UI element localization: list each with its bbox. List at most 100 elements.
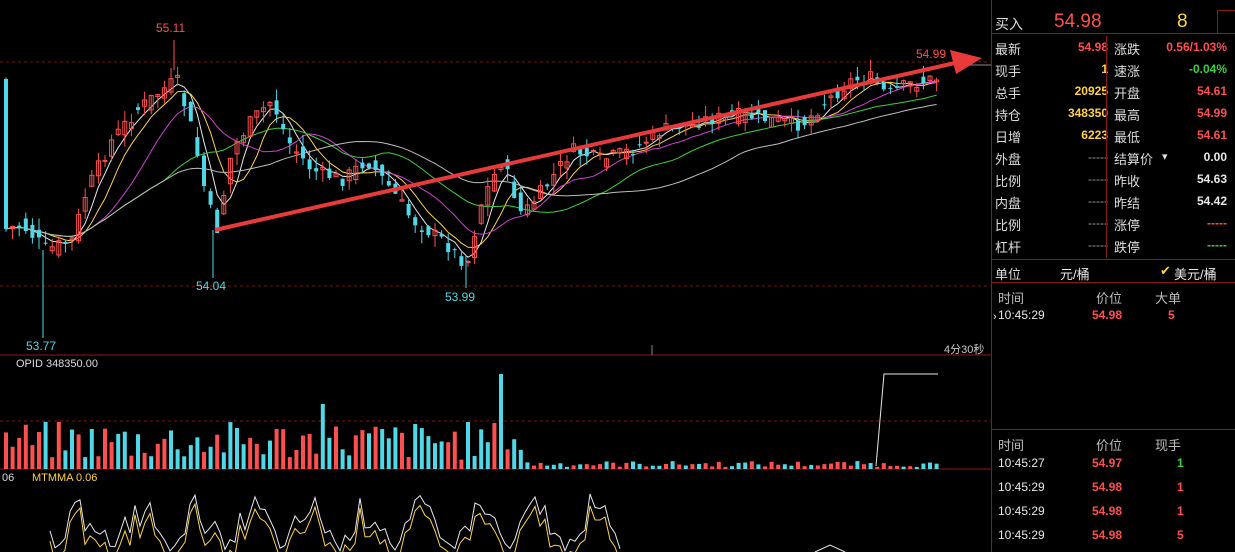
candle-body <box>293 151 299 154</box>
quote-row: 比例 ----- 昨收 54.63 <box>992 168 1235 190</box>
volume-bar <box>809 464 814 469</box>
quote-right-value: 54.63 <box>1196 172 1227 186</box>
row-price: 54.98 <box>1092 308 1123 322</box>
unit-label: 单位 <box>995 267 1022 282</box>
tick-row[interactable]: 10:45:29 54.98 1 <box>992 500 1235 524</box>
quote-left-value: 54.98 <box>1077 40 1108 54</box>
volume-bar <box>254 443 259 469</box>
quote-right-label: 速涨 <box>1114 64 1141 79</box>
volume-bar <box>83 457 88 469</box>
volume-bar <box>697 463 701 469</box>
tick-vol-header: 现手 <box>1155 438 1182 453</box>
quote-row: 杠杆 ----- 跌停 ----- <box>992 234 1235 256</box>
candle-body <box>49 246 55 252</box>
candle-body <box>478 204 484 224</box>
volume-bar <box>103 428 107 469</box>
quote-right-value: 54.61 <box>1196 84 1227 98</box>
volume-bar <box>10 446 15 469</box>
volume-bar <box>334 426 338 469</box>
volume-bar <box>716 462 721 469</box>
candle-body <box>247 116 253 137</box>
candle-body <box>465 260 471 263</box>
volume-bar <box>228 422 233 469</box>
volume-bar <box>149 456 154 469</box>
candlestick-chart-canvas[interactable] <box>0 0 991 552</box>
low-price-label-1: 54.04 <box>196 279 227 293</box>
volume-bar <box>776 464 781 469</box>
candle-body <box>380 164 385 176</box>
candle-body <box>545 184 550 187</box>
volume-bar <box>598 464 602 469</box>
volume-bar <box>327 437 332 469</box>
quote-left-label: 总手 <box>995 86 1022 101</box>
volume-bar <box>43 421 48 469</box>
quote-right-label: 开盘 <box>1114 86 1141 101</box>
quote-right-value: ----- <box>1207 216 1227 230</box>
volume-bar <box>690 464 695 469</box>
volume-bar <box>155 443 160 469</box>
buy-volume: 8 <box>1177 11 1188 32</box>
quote-row: 比例 ----- 涨停 ----- <box>992 212 1235 234</box>
row-volume: 1 <box>1177 504 1184 518</box>
volume-bar <box>419 428 424 469</box>
quote-right-label[interactable]: 结算价 <box>1114 152 1154 167</box>
volume-bar <box>479 429 484 469</box>
candle-body <box>115 128 121 135</box>
candle-body <box>142 99 148 107</box>
quote-left-label: 内盘 <box>995 196 1022 211</box>
candle-body <box>413 217 418 226</box>
candle-body <box>399 199 405 202</box>
volume-bar <box>89 429 94 469</box>
volume-bar <box>413 424 418 469</box>
big-order-vol-header: 大单 <box>1155 291 1182 306</box>
candle-body <box>386 181 391 186</box>
volume-bar <box>459 459 464 469</box>
unit-option-cny[interactable]: 元/桶 <box>1060 267 1090 282</box>
candle-body <box>485 186 491 206</box>
big-order-row[interactable]: 10:45:29 54.98 5 <box>992 304 1235 328</box>
candle-body <box>796 120 800 131</box>
candle-body <box>888 87 893 89</box>
volume-bar <box>122 431 127 469</box>
trend-arrow-line <box>214 61 956 232</box>
quote-left-label: 杠杆 <box>995 240 1022 255</box>
volume-bar <box>426 436 431 469</box>
opid-indicator-label[interactable]: OPID 348350.00 <box>16 358 98 370</box>
candle-body <box>822 104 827 106</box>
candle-body <box>802 116 807 126</box>
volume-bar <box>551 464 556 469</box>
volume-bar <box>320 404 325 469</box>
candle-body <box>426 226 431 236</box>
mtmma-indicator-label[interactable]: MTMMA 0.06 <box>32 472 98 484</box>
candle-body <box>637 144 642 146</box>
quote-right-value: 54.99 <box>1196 106 1227 120</box>
candle-body <box>102 159 108 162</box>
quote-right-label: 最低 <box>1114 130 1141 145</box>
candle-body <box>881 81 886 90</box>
row-time: 10:45:29 <box>998 480 1045 494</box>
unit-option-usd[interactable]: 美元/桶 <box>1174 267 1217 282</box>
volume-bar <box>789 465 794 469</box>
volume-bar <box>538 462 543 469</box>
volume-bar <box>703 463 708 469</box>
volume-bar <box>433 443 437 469</box>
candle-body <box>202 155 206 186</box>
buy-label: 买入 <box>995 16 1023 32</box>
candle-body <box>148 94 154 111</box>
low-price-label-2: 53.99 <box>445 290 476 304</box>
candle-body <box>763 110 767 121</box>
tick-row[interactable]: 10:45:29 54.98 1 <box>992 476 1235 500</box>
quote-right-value: 54.42 <box>1196 194 1227 208</box>
candle-body <box>56 240 62 256</box>
candle-body <box>241 135 247 143</box>
quote-right-value: ----- <box>1207 238 1227 252</box>
candle-body <box>346 169 352 182</box>
bar-countdown-timer: 4分30秒 <box>944 344 985 356</box>
chevron-down-icon[interactable]: ▾ <box>1162 151 1168 163</box>
volume-bar <box>248 437 253 469</box>
tick-row[interactable]: 10:45:29 54.98 5 <box>992 524 1235 548</box>
candle-body <box>749 114 754 119</box>
volume-bar <box>30 445 35 469</box>
volume-bar <box>710 466 715 469</box>
tick-row[interactable]: 10:45:27 54.97 1 <box>992 452 1235 476</box>
